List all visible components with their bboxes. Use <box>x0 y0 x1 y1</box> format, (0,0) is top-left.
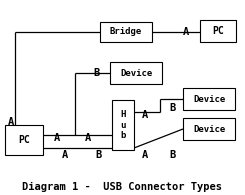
Text: PC: PC <box>18 135 30 145</box>
Text: H
u
b: H u b <box>120 110 126 140</box>
FancyBboxPatch shape <box>112 100 134 150</box>
Text: A: A <box>183 27 189 37</box>
Text: A: A <box>142 110 148 120</box>
FancyBboxPatch shape <box>200 20 236 42</box>
Text: Diagram 1 -  USB Connector Types: Diagram 1 - USB Connector Types <box>22 182 222 192</box>
Text: B: B <box>169 150 175 160</box>
Text: A: A <box>85 133 91 143</box>
Text: B: B <box>169 103 175 113</box>
Text: A: A <box>142 150 148 160</box>
Text: Device: Device <box>120 68 152 77</box>
Text: Device: Device <box>193 124 225 134</box>
FancyBboxPatch shape <box>110 62 162 84</box>
Text: PC: PC <box>212 26 224 36</box>
FancyBboxPatch shape <box>5 125 43 155</box>
Text: A: A <box>8 117 14 127</box>
Text: A: A <box>54 133 60 143</box>
FancyBboxPatch shape <box>183 118 235 140</box>
Text: Device: Device <box>193 95 225 104</box>
Text: B: B <box>95 150 101 160</box>
FancyBboxPatch shape <box>100 22 152 42</box>
Text: A: A <box>62 150 68 160</box>
Text: Bridge: Bridge <box>110 27 142 36</box>
Text: B: B <box>94 68 100 78</box>
FancyBboxPatch shape <box>183 88 235 110</box>
